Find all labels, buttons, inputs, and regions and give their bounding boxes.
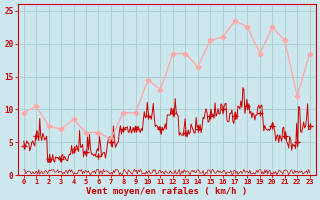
X-axis label: Vent moyen/en rafales ( km/h ): Vent moyen/en rafales ( km/h ) — [86, 187, 247, 196]
